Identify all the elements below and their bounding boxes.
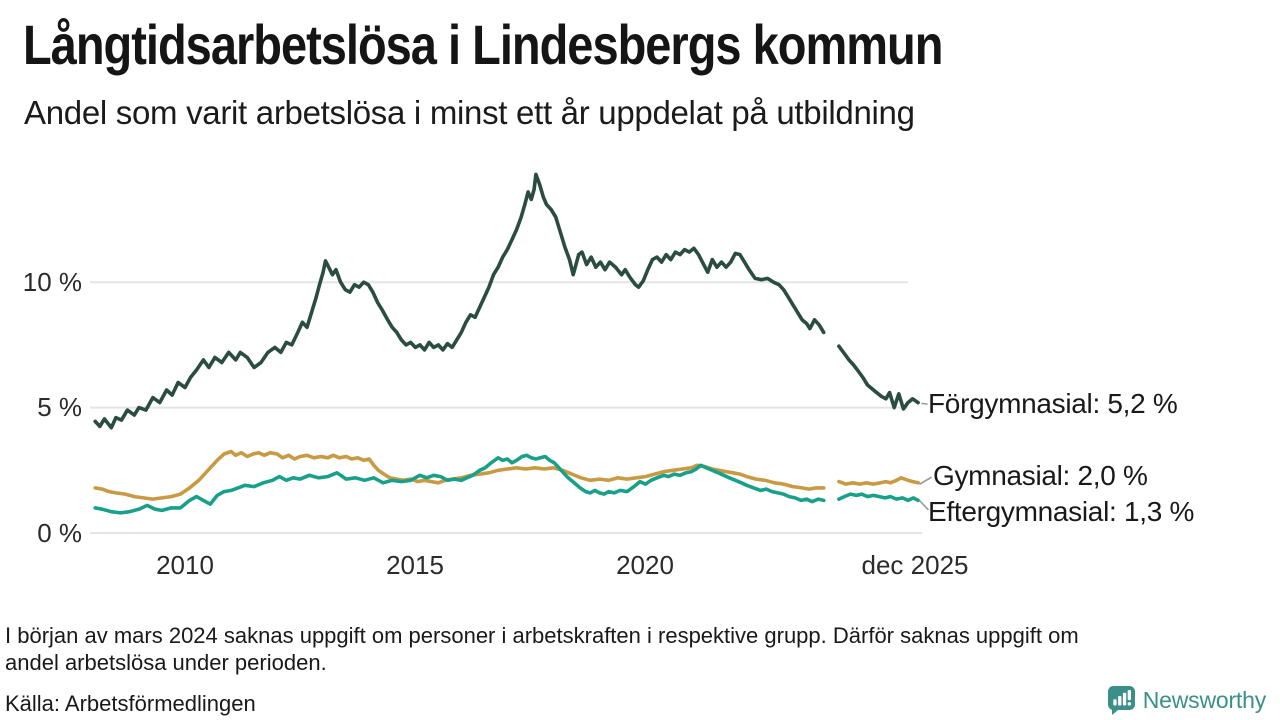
newsworthy-logo-text: Newsworthy (1142, 687, 1266, 713)
series-label-eftergymnasial: Eftergymnasial: 1,3 % (928, 496, 1195, 527)
x-tick-2010: 2010 (156, 550, 214, 580)
series-line-gymnasial (93, 449, 826, 501)
newsworthy-branding: Newsworthy (1107, 685, 1266, 716)
series-label-gymnasial: Gymnasial: 2,0 % (933, 460, 1148, 491)
x-tick-2015: 2015 (386, 550, 444, 580)
series-label-forgymnasial: Förgymnasial: 5,2 % (928, 388, 1178, 419)
footnote-line-2: andel arbetslösa under perioden. (5, 650, 327, 675)
label-connector-eftergymnasial (919, 500, 929, 511)
footnote-line-1: I början av mars 2024 saknas uppgift om … (5, 623, 1079, 648)
source-attribution: Källa: Arbetsförmedlingen (5, 691, 256, 716)
series-line-förgymnasial (93, 172, 826, 430)
page-title: Långtidsarbetslösa i Lindesbergs kommun (23, 13, 943, 76)
page-subtitle: Andel som varit arbetslösa i minst ett å… (24, 94, 915, 131)
label-connector-gymnasial (919, 476, 932, 485)
x-tick-dec-2025: dec 2025 (861, 550, 969, 580)
newsworthy-logo-icon (1107, 686, 1135, 715)
x-tick-2020: 2020 (616, 550, 674, 580)
series-line-eftergymnasial-after-gap (837, 492, 920, 503)
series-line-eftergymnasial (93, 453, 826, 515)
footnote: I början av mars 2024 saknas uppgift om … (5, 622, 1079, 676)
series-line-förgymnasial-after-gap (837, 344, 920, 411)
y-tick-10: 10 % (22, 267, 82, 297)
y-tick-0: 0 % (37, 518, 82, 548)
y-tick-5: 5 % (37, 392, 82, 422)
series-line-gymnasial-after-gap (837, 475, 920, 486)
label-connector-förgymnasial (921, 402, 928, 405)
